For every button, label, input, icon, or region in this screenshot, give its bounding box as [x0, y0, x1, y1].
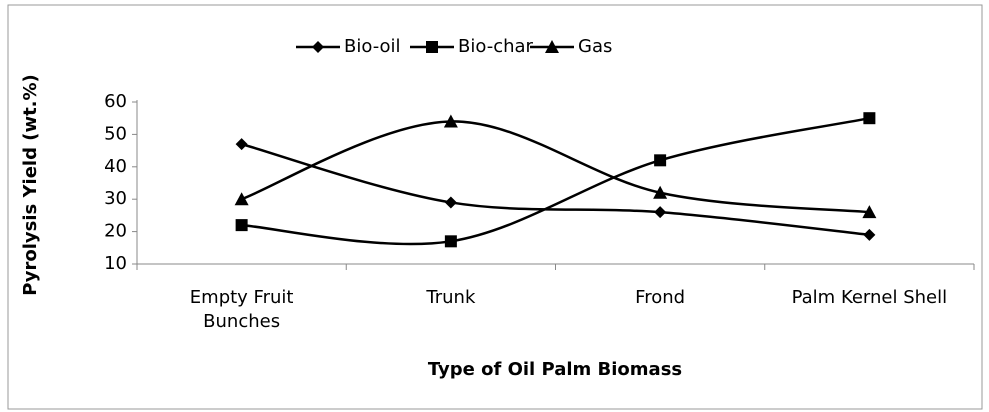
legend-label: Bio-char [458, 36, 534, 57]
marker [235, 138, 248, 151]
marker [426, 41, 438, 53]
x-axis-title: Type of Oil Palm Biomass [428, 359, 682, 380]
marker [312, 41, 324, 53]
marker [444, 235, 457, 248]
series-line [241, 116, 870, 246]
y-tick-label: 30 [104, 188, 127, 209]
x-tick-label: Empty Fruit Bunches [189, 287, 294, 332]
marker [653, 185, 668, 199]
y-axis-title: Pyrolysis Yield (wt.%) [20, 74, 41, 296]
legend-label: Bio-oil [344, 36, 401, 57]
marker [234, 192, 249, 206]
x-tick-label: Trunk [426, 287, 476, 308]
marker [863, 228, 876, 241]
marker [862, 205, 877, 219]
marker [863, 112, 876, 125]
marker [235, 219, 248, 232]
y-tick-label: 40 [104, 156, 127, 177]
marker [654, 206, 667, 219]
y-tick-label: 60 [104, 91, 127, 112]
marker [545, 40, 559, 53]
y-tick-label: 20 [104, 221, 127, 242]
marker [444, 196, 457, 209]
series-line [241, 120, 870, 214]
x-tick-label: Frond [635, 287, 686, 308]
series-line [241, 142, 870, 237]
x-tick-label: Palm Kernel Shell [791, 287, 948, 308]
y-tick-label: 50 [104, 123, 127, 144]
marker [654, 154, 667, 167]
y-tick-label: 10 [104, 253, 127, 274]
marker [443, 114, 458, 128]
legend-label: Gas [578, 36, 612, 57]
